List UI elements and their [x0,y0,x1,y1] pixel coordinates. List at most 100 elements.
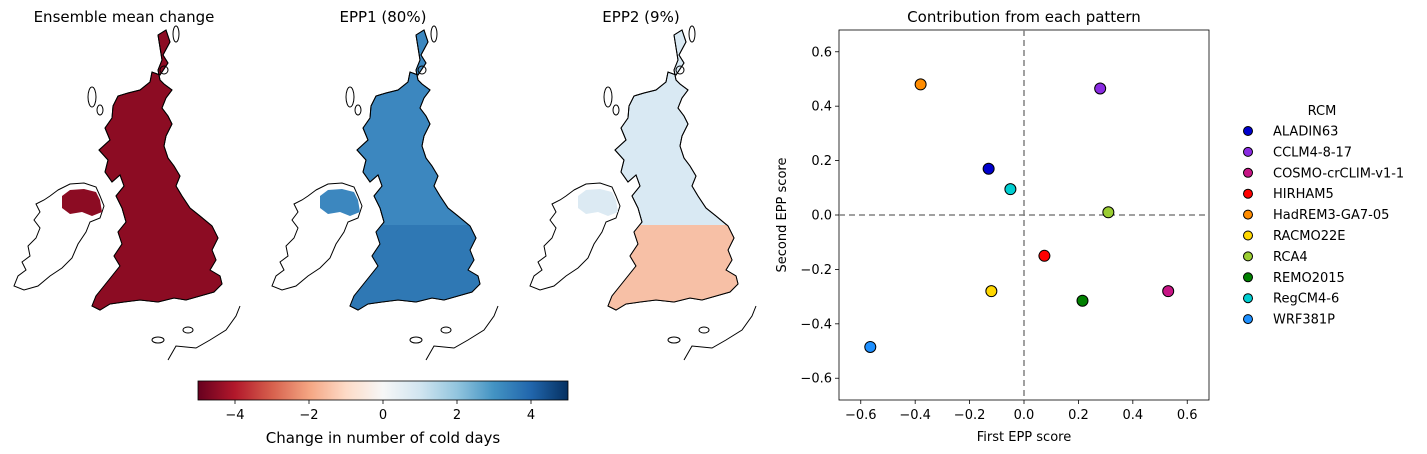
northern-ireland-shape [320,189,360,216]
x-tick-label: 0.4 [1122,408,1143,423]
colorbar-ticks: −4 −2 0 2 4 [225,400,535,423]
northern-ireland-shape [62,189,102,216]
colorbar-label: Change in number of cold days [266,429,501,447]
france-coast-outline [425,305,499,361]
island-outline [603,86,613,108]
legend-label: HIRHAM5 [1273,187,1334,202]
island-outline [675,65,685,75]
legend-item: COSMO-crCLIM-v1-1 [1243,166,1404,181]
island-outline [440,326,452,334]
legend-label: RACMO22E [1273,229,1345,244]
scatter-plot: Contribution from each pattern −0.6 −0.4 −… [775,8,1210,445]
island-outline [345,86,355,108]
island-outline [688,25,696,43]
legend-marker [1243,293,1253,304]
island-outline [159,65,169,75]
colorbar: −4 −2 0 2 4 Change in number of cold days [197,380,569,447]
legend-marker [1243,188,1253,199]
scatter-point-rca4 [1102,206,1115,219]
scatter-point-racmo22e [985,285,998,298]
map-title: Ensemble mean change [34,8,215,26]
scatter-point-hirham5 [1038,249,1051,262]
france-coast-outline [167,305,241,361]
y-tick-label: 0.2 [811,154,832,169]
map-panel-1: Ensemble mean change [13,8,241,361]
legend-item: RCA4 [1243,250,1308,265]
island-outline [354,104,362,116]
scatter-point-cosmo-crclim-v1-1 [1162,285,1175,298]
y-tick-label: −0.4 [800,317,832,332]
y-axis-label: Second EPP score [775,158,790,273]
legend-label: CCLM4-8-17 [1273,145,1352,160]
scatter-point-cclm4-8-17 [1094,82,1107,95]
colorbar-gradient [197,380,569,401]
legend-label: REMO2015 [1273,271,1345,286]
x-tick-label: −0.2 [954,408,986,423]
legend-item: WRF381P [1243,313,1335,328]
legend-item: HadREM3-GA7-05 [1243,208,1389,223]
legend-title: RCM [1308,104,1337,119]
colorbar-tick-label: −2 [299,408,318,423]
x-tick-label: −0.4 [899,408,931,423]
y-tick-label: 0.0 [811,209,832,224]
legend-item: HIRHAM5 [1243,187,1334,202]
legend-item: ALADIN63 [1243,125,1338,140]
map-panels: Ensemble mean change EPP1 (80%) EPP2 (9%) [13,8,757,361]
legend-label: HadREM3-GA7-05 [1273,208,1389,223]
colorbar-tick-label: 4 [527,408,535,423]
map-panel-3: EPP2 (9%) [529,8,757,361]
legend-marker [1243,314,1253,325]
island-outline [417,65,427,75]
colorbar-tick-label: −4 [225,408,244,423]
scatter-point-remo2015 [1076,294,1089,307]
island-outline [430,25,438,43]
x-tick-label: 0.0 [1014,408,1035,423]
y-axis-ticks: −0.6 −0.4 −0.2 0.0 0.2 0.4 0.6 [800,45,839,387]
map-panel-2: EPP1 (80%) [271,8,499,361]
legend-marker [1243,251,1253,262]
legend-marker [1243,209,1253,220]
x-tick-label: 0.6 [1177,408,1198,423]
scatter-point-hadrem3-ga7-05 [914,78,927,91]
island-outline [182,326,194,334]
island-outline [151,336,165,344]
legend-marker [1243,272,1253,283]
x-tick-label: −0.6 [845,408,877,423]
island-outline [698,326,710,334]
legend-item: RegCM4-6 [1243,292,1339,307]
y-tick-label: −0.2 [800,263,832,278]
island-outline [612,104,620,116]
map-title: EPP1 (80%) [340,8,427,26]
northern-ireland-shape [578,189,618,216]
colorbar-tick-label: 2 [453,408,461,423]
legend-marker [1243,230,1253,241]
scatter-point-regcm4-6 [1004,183,1017,196]
legend-item: CCLM4-8-17 [1243,145,1352,160]
legend-label: ALADIN63 [1273,125,1338,140]
legend-item: REMO2015 [1243,271,1345,286]
legend-marker [1243,146,1253,157]
legend-marker [1243,167,1253,178]
scatter-point-aladin63 [982,162,995,175]
island-outline [409,336,423,344]
island-outline [87,86,97,108]
scatter-points [864,78,1175,353]
france-coast-outline [683,305,757,361]
legend-marker [1243,126,1253,136]
x-tick-label: 0.2 [1068,408,1089,423]
scatter-point-wrf381p [864,340,877,353]
legend-label: RegCM4-6 [1273,292,1339,307]
island-outline [667,336,681,344]
y-tick-label: −0.6 [800,372,832,387]
island-outline [172,25,180,43]
colorbar-tick-label: 0 [379,408,387,423]
map-title: EPP2 (9%) [602,8,679,26]
legend-label: COSMO-crCLIM-v1-1 [1273,166,1404,181]
legend-label: WRF381P [1273,313,1335,328]
scatter-title: Contribution from each pattern [907,8,1141,26]
y-tick-label: 0.4 [811,100,832,115]
legend-item: RACMO22E [1243,229,1345,244]
legend-items: ALADIN63 CCLM4-8-17 COSMO-crCLIM-v1-1 HIRHA… [1243,125,1404,328]
legend-label: RCA4 [1273,250,1308,265]
